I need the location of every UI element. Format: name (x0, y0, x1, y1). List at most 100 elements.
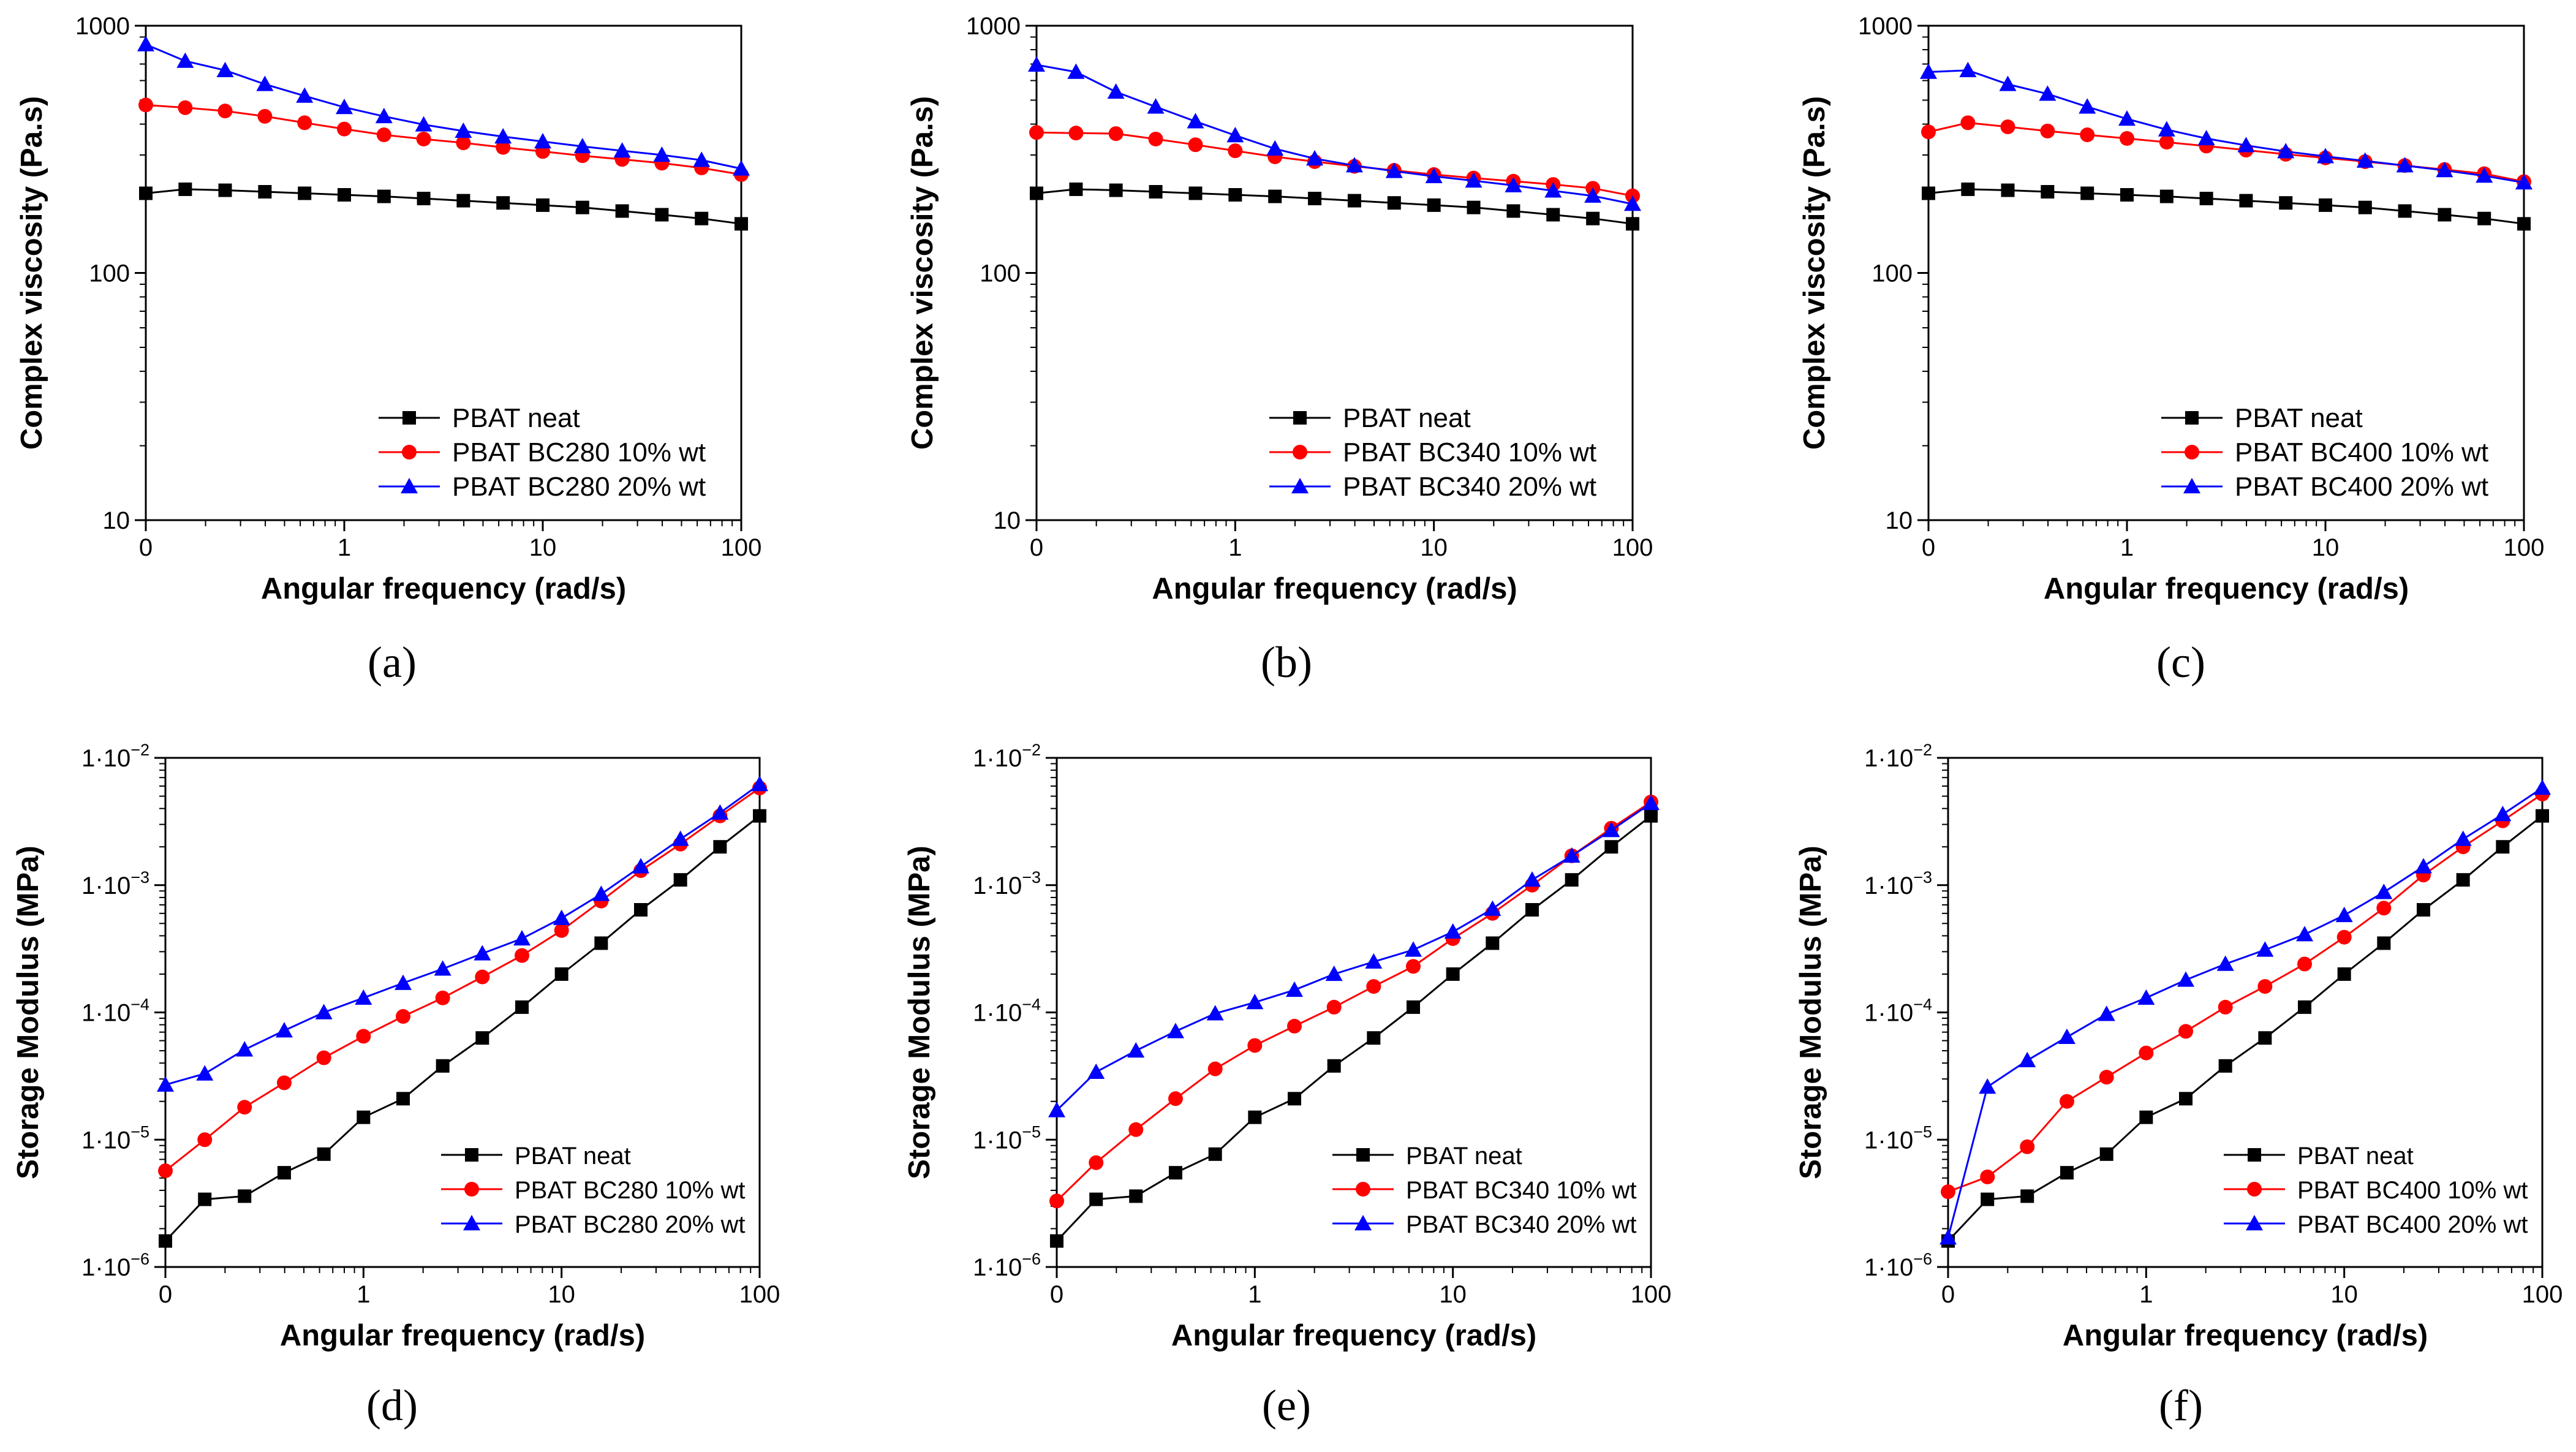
data-point (237, 1100, 252, 1115)
y-tick-label: 1000 (966, 13, 1021, 40)
legend-marker (2185, 411, 2199, 425)
data-point (2039, 85, 2057, 101)
series-line (145, 188, 742, 225)
x-axis-label: Angular frequency (rad/s) (2063, 1319, 2428, 1352)
y-tick-label: 1000 (75, 13, 130, 40)
data-point (2159, 135, 2174, 150)
data-point (615, 204, 629, 218)
data-point (1979, 1078, 1996, 1094)
data-point (198, 1192, 212, 1206)
data-point (1306, 149, 1324, 166)
data-point (1406, 959, 1421, 974)
data-point (1188, 137, 1203, 153)
data-point (2297, 956, 2313, 972)
data-point (1226, 127, 1244, 143)
data-point (2179, 1092, 2193, 1106)
data-point (2436, 162, 2453, 178)
data-point (554, 967, 568, 981)
series-0 (1941, 809, 2549, 1248)
data-point (1604, 840, 1618, 854)
data-point (277, 1166, 291, 1180)
data-point (1584, 187, 1602, 203)
data-point (592, 885, 610, 901)
data-point (2139, 1110, 2153, 1124)
legend-label: PBAT neat (1343, 403, 1471, 433)
data-point (1206, 1005, 1224, 1021)
data-point (515, 948, 530, 963)
series-0 (1922, 182, 2531, 231)
data-point (1288, 1092, 1302, 1106)
data-point (2080, 186, 2094, 200)
series-2 (1048, 795, 1660, 1117)
y-tick-label: 1·10−4 (81, 996, 149, 1027)
data-point (196, 1065, 214, 1081)
data-point (475, 1031, 489, 1045)
x-tick-label: 0 (139, 534, 153, 561)
data-point (513, 930, 531, 946)
data-point (1366, 979, 1381, 994)
legend-label: PBAT BC400 20% wt (2235, 472, 2488, 502)
data-point (671, 830, 689, 846)
data-point (713, 840, 727, 854)
legend-marker (1293, 411, 1307, 425)
chart-panel-f: 0 1 10 100 1·10−6 1·10−5 1·10−4 1·10−3 1·10−2 Ang… (1794, 741, 2563, 1430)
legend-label: PBAT BC340 20% wt (1343, 472, 1596, 502)
data-point (2159, 189, 2174, 203)
legend-marker (1354, 1215, 1372, 1231)
legend-label: PBAT neat (515, 1143, 631, 1170)
data-point (1999, 75, 2017, 91)
data-point (1385, 162, 1403, 178)
chart-panel-a: 0 1 10 100 10 100 1000 Angular frequency (rad/s… (15, 13, 761, 687)
data-point (2058, 1028, 2076, 1044)
series-line (1928, 69, 2525, 184)
y-tick-label: 1·10−6 (81, 1250, 149, 1281)
series-line (165, 787, 760, 1172)
x-tick-label: 1 (1248, 1281, 1261, 1308)
data-point (1069, 182, 1083, 196)
legend: PBAT neat PBAT BC280 10% wt PBAT BC280 20%… (379, 403, 706, 502)
legend-marker (2247, 1182, 2262, 1197)
series-0 (1030, 182, 1639, 231)
data-point (395, 974, 412, 990)
legend-label: PBAT BC280 20% wt (452, 472, 706, 502)
chart-panel-c: 0 1 10 100 10 100 1000 Angular frequency (rad/s… (1798, 13, 2544, 687)
data-point (2079, 98, 2096, 114)
x-tick-label: 1 (338, 534, 351, 561)
data-point (673, 873, 687, 887)
x-axis-label: Angular frequency (rad/s) (280, 1319, 645, 1352)
data-point (2197, 129, 2215, 146)
legend-marker (2183, 478, 2200, 494)
data-point (2040, 123, 2055, 138)
x-tick-label: 1 (357, 1281, 370, 1308)
data-point (338, 188, 351, 202)
data-point (1325, 965, 1343, 981)
data-point (1565, 873, 1579, 887)
data-point (475, 969, 490, 985)
data-point (1484, 900, 1501, 916)
y-axis-label: Complex viscosity (Pa.s) (1798, 96, 1831, 450)
data-point (733, 160, 750, 176)
data-point (1207, 1061, 1223, 1076)
data-point (2218, 999, 2233, 1015)
data-point (2118, 110, 2136, 126)
data-point (2279, 196, 2293, 210)
y-tick-label: 1·10−5 (973, 1122, 1041, 1154)
legend: PBAT neat PBAT BC340 10% wt PBAT BC340 20%… (1332, 1143, 1636, 1238)
data-point (2534, 779, 2551, 795)
legend-label: PBAT BC340 20% wt (1406, 1211, 1636, 1238)
data-point (2319, 198, 2332, 212)
legend-marker (464, 1182, 479, 1197)
y-tick-label: 1000 (1858, 13, 1913, 40)
legend-label: PBAT BC400 10% wt (2235, 437, 2488, 467)
data-point (139, 186, 153, 200)
x-tick-label: 1 (2139, 1281, 2153, 1308)
y-tick-label: 100 (89, 260, 130, 287)
data-point (2336, 929, 2352, 945)
data-point (1486, 936, 1500, 950)
data-point (315, 1004, 333, 1019)
data-point (695, 211, 709, 225)
data-point (376, 127, 391, 143)
data-point (1387, 196, 1401, 210)
data-point (1129, 1189, 1143, 1203)
data-point (1108, 126, 1124, 142)
